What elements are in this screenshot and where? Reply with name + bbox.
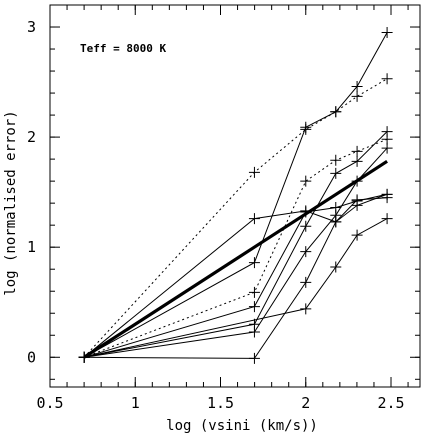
series-line-dotted <box>83 138 388 358</box>
data-point-marker <box>300 276 312 288</box>
series-line <box>83 193 388 358</box>
data-point-marker <box>381 188 393 200</box>
x-tick-label: 1 <box>131 394 140 412</box>
series-line <box>83 197 388 358</box>
y-tick-label: 3 <box>27 18 36 36</box>
y-tick-label: 2 <box>27 128 36 146</box>
data-point-marker <box>248 286 260 298</box>
series-line <box>84 193 388 359</box>
data-point-marker <box>351 199 363 211</box>
data-point-marker <box>248 352 260 364</box>
series-line <box>83 32 388 358</box>
data-point-marker <box>351 80 363 92</box>
x-tick-label: 2.5 <box>377 394 404 412</box>
x-tick-label: 2 <box>301 394 310 412</box>
series-line <box>84 131 388 358</box>
y-tick-label: 0 <box>27 348 36 366</box>
data-point-marker <box>330 261 342 273</box>
data-point-marker <box>248 301 260 313</box>
data-point-marker <box>381 73 393 85</box>
data-point-marker <box>381 27 393 39</box>
data-point-marker <box>300 303 312 315</box>
plot-area: 0.5 1 1.5 2 2.5 0 1 2 3 <box>27 4 420 412</box>
series-line <box>83 218 388 358</box>
data-point-marker <box>78 351 90 363</box>
fit-line <box>83 159 388 359</box>
x-tick-label: 1.5 <box>207 394 234 412</box>
data-point-marker <box>330 154 342 166</box>
data-point-marker <box>330 216 342 228</box>
data-point-marker <box>248 213 260 225</box>
data-point-marker <box>351 155 363 167</box>
data-point-marker <box>300 220 312 232</box>
series-line-dotted <box>83 78 388 358</box>
annotation-teff: Teff = 8000 K <box>80 42 166 55</box>
data-point-marker <box>351 90 363 102</box>
data-point-marker <box>351 229 363 241</box>
data-point-marker <box>381 213 393 225</box>
data-point-marker <box>300 123 312 135</box>
plot-frame <box>49 4 421 388</box>
data-point-marker <box>330 167 342 179</box>
x-axis-label: log (vsini (km/s)) <box>166 418 318 434</box>
data-point-marker <box>300 175 312 187</box>
y-axis-label: log (normalised error) <box>3 110 19 295</box>
x-tick-label: 0.5 <box>36 394 63 412</box>
data-point-marker <box>381 133 393 145</box>
data-point-marker <box>300 246 312 258</box>
series-line <box>84 147 388 358</box>
data-point-marker <box>330 106 342 118</box>
y-tick-label: 1 <box>27 238 36 256</box>
data-point-marker <box>248 326 260 338</box>
data-point-marker <box>248 257 260 269</box>
data-point-marker <box>351 145 363 157</box>
data-point-marker <box>248 166 260 178</box>
